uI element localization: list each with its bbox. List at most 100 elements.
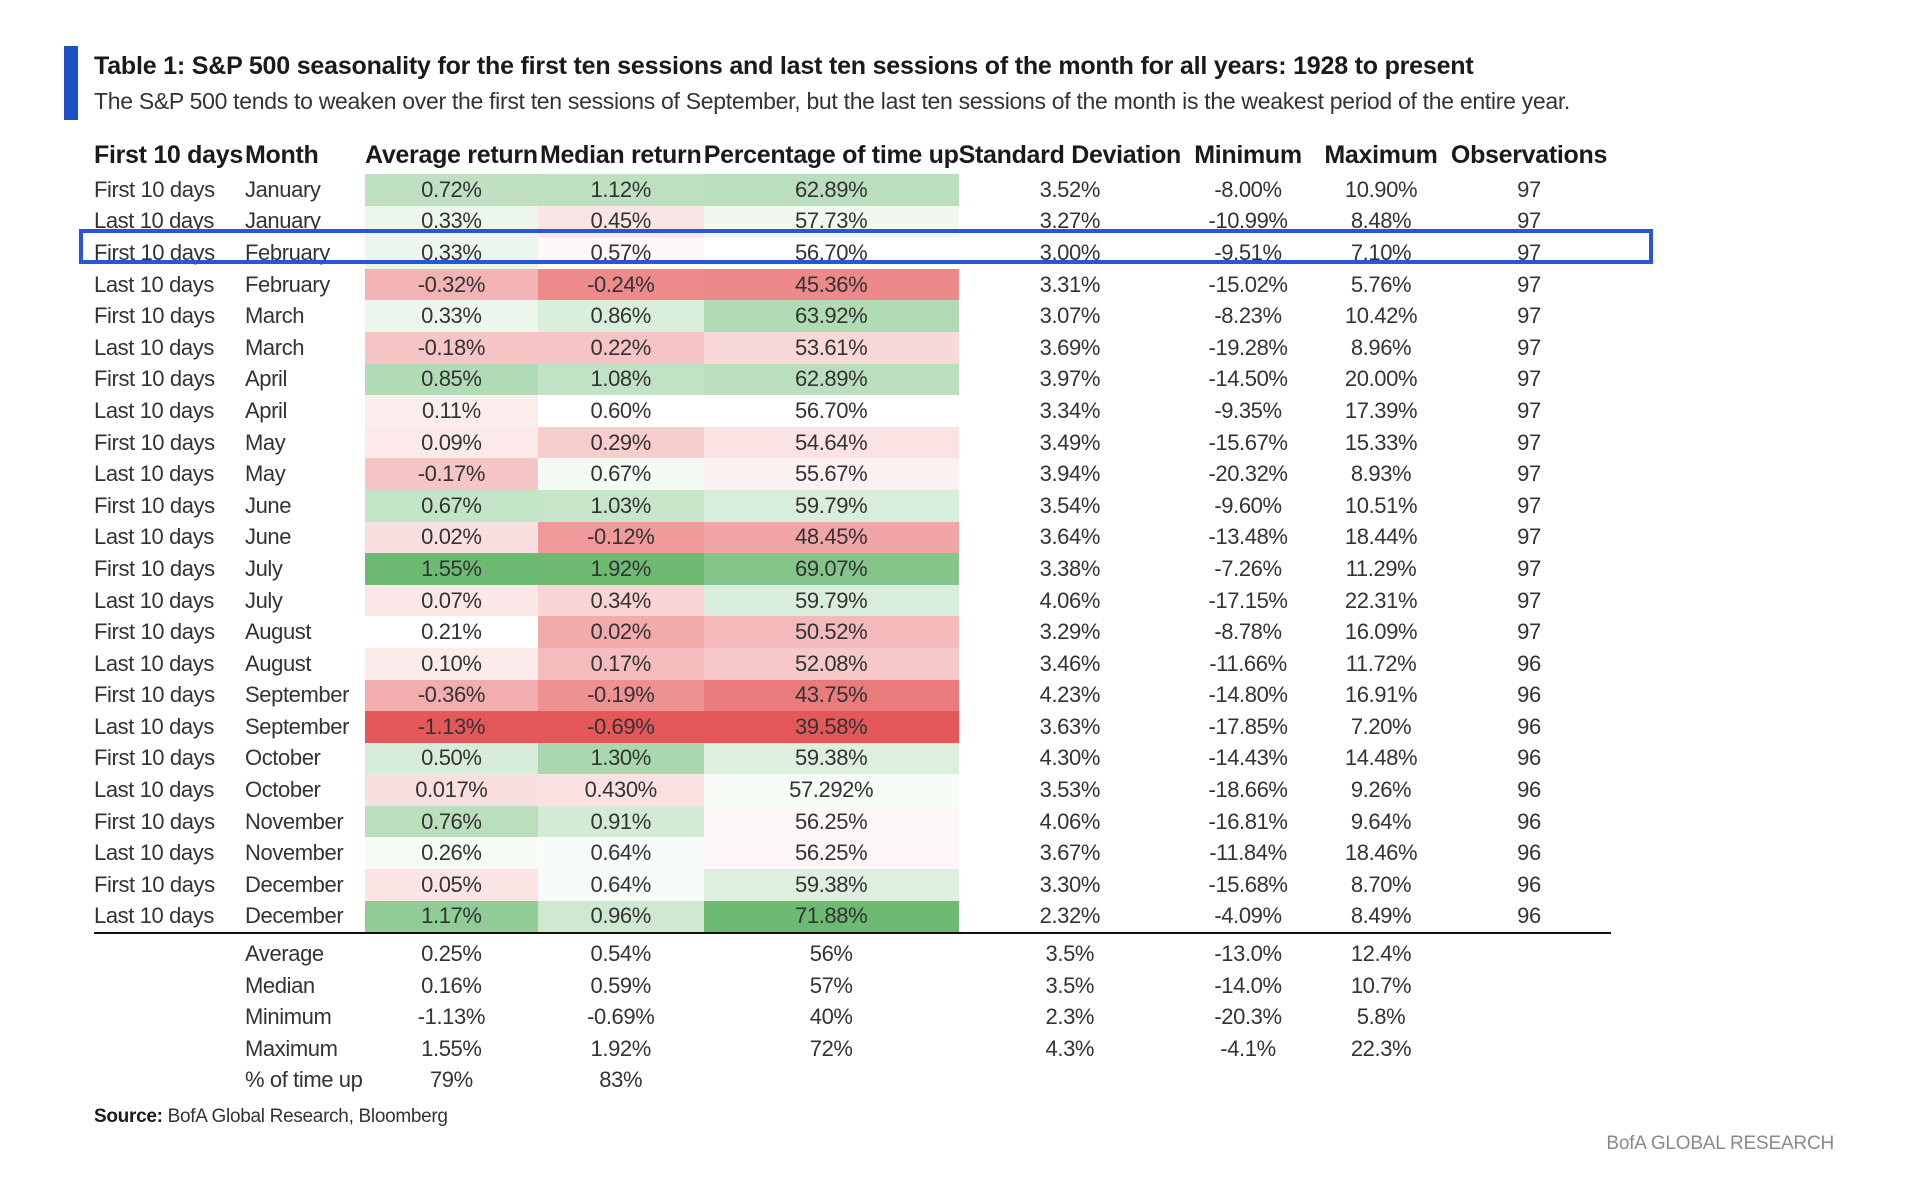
percentage-up-cell: 59.79% — [703, 489, 959, 522]
table-row: Last 10 days February -0.32% -0.24% 45.36% 3.… — [94, 268, 1611, 301]
table-row: First 10 days September -0.36% -0.19% 43.75%… — [94, 679, 1611, 712]
maximum-cell: 18.46% — [1344, 840, 1418, 866]
month-cell: May — [245, 429, 286, 455]
summary-median-cell: -0.69% — [587, 1004, 655, 1030]
standard-deviation-cell: 3.64% — [1039, 524, 1101, 550]
percentage-up-cell: 56.70% — [703, 395, 959, 427]
data-rows: First 10 days January 0.72% 1.12% 62.89% 3.52… — [94, 174, 1612, 935]
summary-percentage-cell: 72% — [809, 1035, 853, 1061]
minimum-cell: -17.85% — [1208, 713, 1288, 739]
average-return-cell: 0.05% — [365, 869, 538, 901]
average-return-cell: 0.33% — [365, 237, 538, 269]
average-return-cell: 0.33% — [365, 300, 538, 332]
table-row: Last 10 days November 0.26% 0.64% 56.25% 3.67… — [94, 837, 1611, 870]
month-cell: July — [245, 587, 283, 613]
minimum-cell: -18.66% — [1208, 777, 1288, 803]
standard-deviation-cell: 3.29% — [1039, 619, 1101, 645]
month-cell: July — [245, 555, 283, 581]
summary-rows: Average 0.25% 0.54% 56% 3.5% -13.0% 12.4% Media… — [94, 933, 1611, 1096]
minimum-cell: -15.67% — [1208, 429, 1288, 455]
summary-min-cell: -14.0% — [1214, 972, 1282, 998]
table-row: First 10 days July 1.55% 1.92% 69.07% 3.38% -7… — [94, 553, 1611, 585]
median-return-cell: 0.45% — [537, 205, 704, 238]
standard-deviation-cell: 4.23% — [1039, 682, 1101, 708]
period-cell: First 10 days — [94, 176, 215, 202]
percentage-up-cell: 59.79% — [703, 584, 959, 617]
standard-deviation-cell: 3.31% — [1039, 271, 1101, 297]
minimum-cell: -15.02% — [1208, 271, 1288, 297]
median-return-cell: -0.24% — [537, 268, 704, 301]
standard-deviation-cell: 3.30% — [1039, 871, 1101, 897]
median-return-cell: -0.19% — [537, 679, 704, 712]
standard-deviation-cell: 3.67% — [1039, 840, 1101, 866]
percentage-up-cell: 56.70% — [703, 237, 959, 269]
average-return-cell: -0.18% — [365, 331, 538, 364]
observations-cell: 97 — [1517, 555, 1541, 581]
median-return-cell: 0.96% — [537, 900, 704, 935]
observations-cell: 96 — [1517, 777, 1541, 803]
summary-median-cell: 1.92% — [590, 1035, 652, 1061]
month-cell: October — [245, 777, 321, 803]
period-cell: Last 10 days — [94, 650, 214, 676]
period-cell: Last 10 days — [94, 208, 214, 234]
maximum-cell: 9.26% — [1350, 777, 1412, 803]
observations-cell: 97 — [1517, 619, 1541, 645]
maximum-cell: 10.42% — [1344, 303, 1418, 329]
month-cell: December — [245, 900, 365, 935]
percentage-up-cell: 50.52% — [703, 616, 959, 648]
average-return-cell: 0.11% — [365, 395, 538, 427]
percentage-up-cell: 63.92% — [703, 300, 959, 332]
maximum-cell: 5.76% — [1350, 271, 1412, 297]
standard-deviation-cell: 4.30% — [1039, 745, 1101, 771]
source-text: BofA Global Research, Bloomberg — [167, 1106, 448, 1127]
average-return-cell: 0.02% — [365, 521, 538, 554]
observations-cell: 96 — [1517, 713, 1541, 739]
table-row: Last 10 days September -1.13% -0.69% 39.58% 3… — [94, 711, 1611, 743]
percentage-up-cell: 45.36% — [703, 268, 959, 301]
percentage-up-cell: 55.67% — [703, 458, 959, 490]
month-cell: March — [245, 334, 305, 360]
period-cell: First 10 days — [94, 808, 215, 834]
minimum-cell: -14.80% — [1208, 682, 1288, 708]
maximum-cell: 7.10% — [1350, 239, 1412, 265]
maximum-cell: 9.64% — [1350, 808, 1412, 834]
empty-cell — [1447, 1033, 1611, 1065]
average-return-cell: -1.13% — [365, 711, 538, 743]
title-accent-bar — [64, 46, 78, 120]
table-row: Last 10 days August 0.10% 0.17% 52.08% 3.46% -… — [94, 647, 1611, 680]
summary-average-cell: 0.16% — [421, 972, 482, 998]
median-return-cell: 0.02% — [537, 616, 704, 648]
month-cell: May — [245, 461, 286, 487]
table-row: Last 10 days April 0.11% 0.60% 56.70% 3.34% -9… — [94, 395, 1611, 427]
period-cell: Last 10 days — [94, 713, 214, 739]
observations-cell: 97 — [1517, 461, 1541, 487]
percentage-up-cell: 62.89% — [703, 363, 959, 396]
observations-cell: 97 — [1517, 176, 1541, 202]
median-return-cell: 0.60% — [537, 395, 704, 427]
standard-deviation-cell: 3.34% — [1039, 397, 1101, 423]
standard-deviation-cell: 3.46% — [1039, 650, 1101, 676]
month-cell: April — [245, 366, 288, 392]
maximum-cell: 11.72% — [1345, 650, 1417, 676]
observations-cell: 97 — [1517, 397, 1541, 423]
maximum-cell: 22.31% — [1344, 587, 1418, 613]
minimum-cell: -9.51% — [1214, 239, 1282, 265]
summary-min-cell — [1181, 1065, 1315, 1097]
empty-cell — [1447, 938, 1611, 970]
empty-cell — [94, 1001, 245, 1033]
header-maximum: Maximum — [1324, 140, 1438, 169]
standard-deviation-cell: 3.52% — [1039, 176, 1101, 202]
month-cell: December — [245, 871, 344, 897]
median-return-cell: 0.22% — [537, 331, 704, 364]
period-cell: Last 10 days — [94, 334, 214, 360]
month-cell: March — [245, 303, 305, 329]
minimum-cell: -17.15% — [1208, 587, 1288, 613]
standard-deviation-cell: 4.06% — [1039, 808, 1101, 834]
summary-percentage-cell — [704, 1065, 959, 1097]
observations-cell: 96 — [1517, 650, 1541, 676]
observations-cell: 97 — [1517, 334, 1541, 360]
summary-median-cell: 0.54% — [590, 941, 652, 967]
observations-cell: 97 — [1517, 303, 1541, 329]
period-cell: First 10 days — [94, 871, 215, 897]
summary-row: Maximum 1.55% 1.92% 72% 4.3% -4.1% 22.3% — [94, 1033, 1611, 1065]
